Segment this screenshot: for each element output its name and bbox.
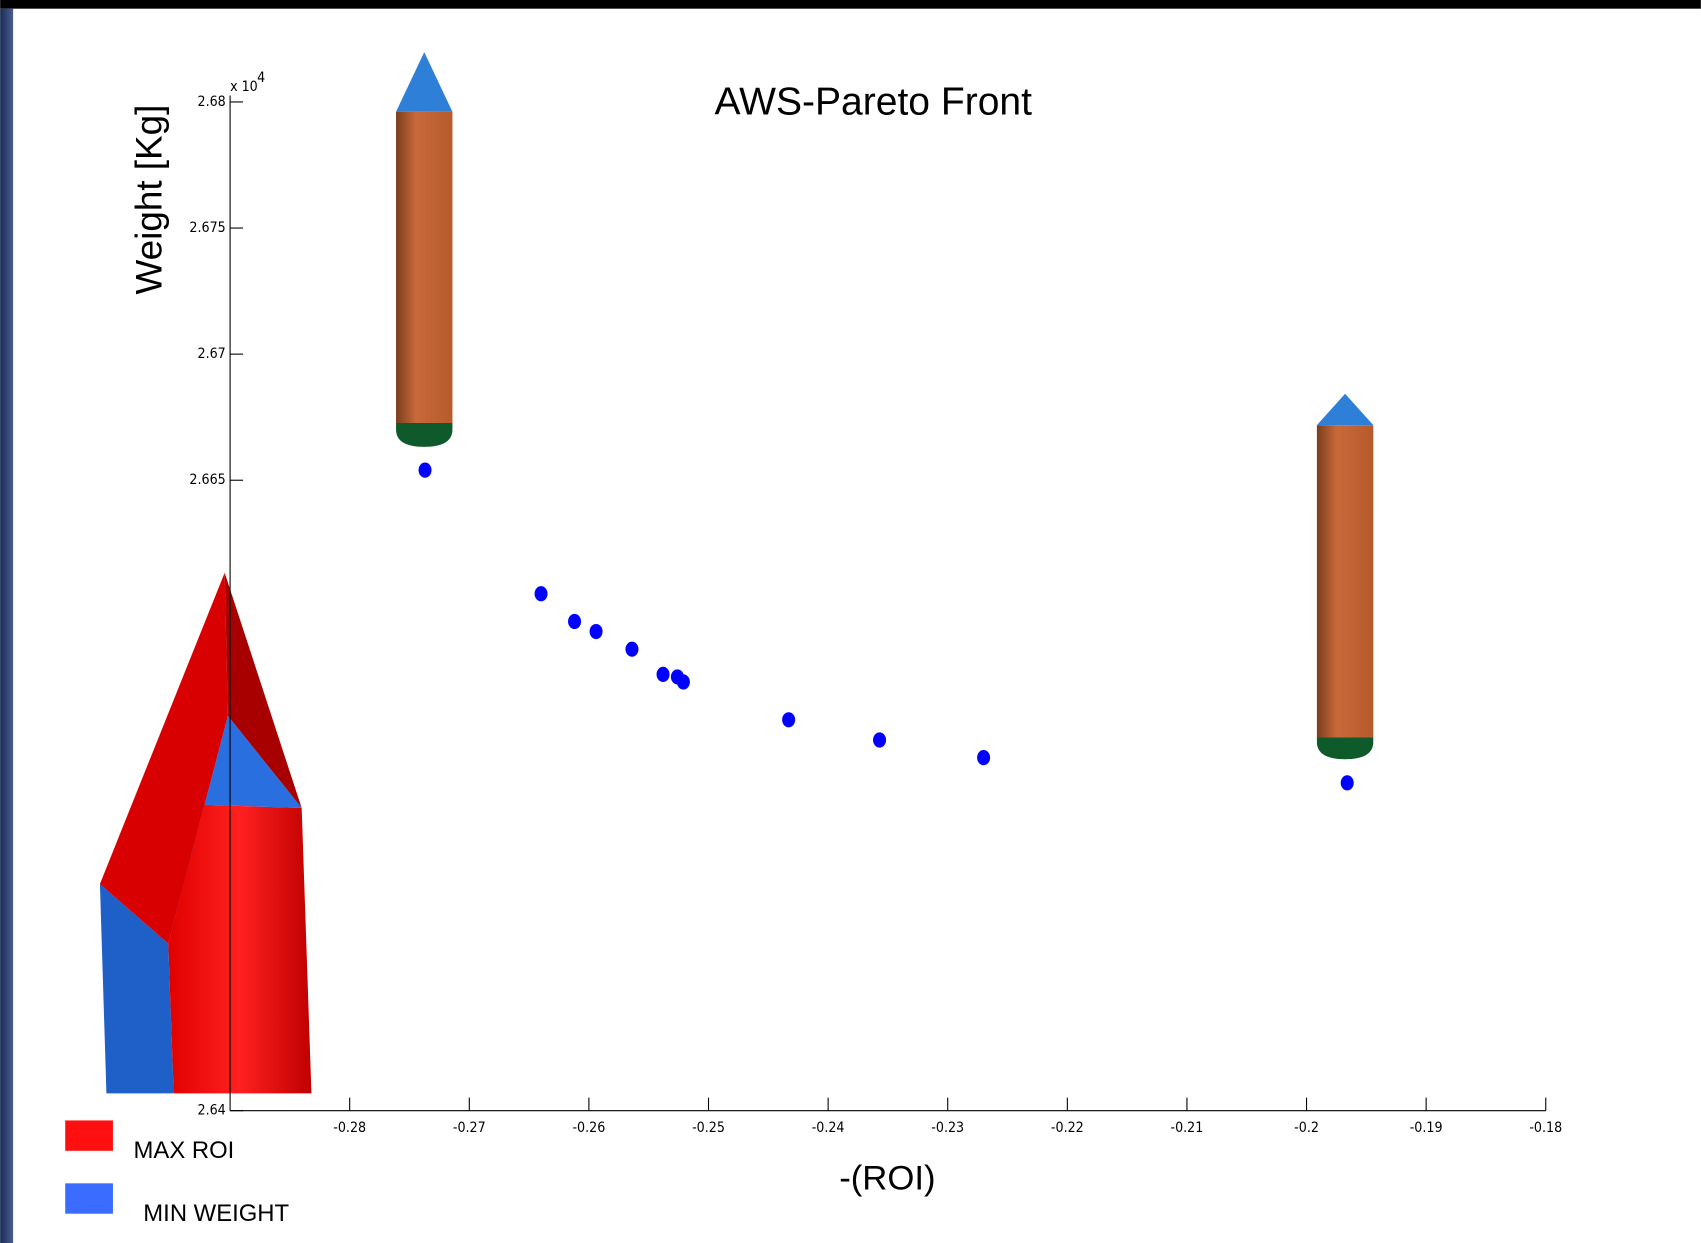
chart-title: AWS-Pareto Front (715, 80, 1033, 123)
legend-swatch (65, 1183, 113, 1214)
y-multiplier: x 10 (230, 79, 258, 95)
data-point (568, 613, 582, 630)
data-point (873, 732, 887, 748)
x-tick-label: -0.23 (931, 1120, 964, 1136)
rocket-illustration (396, 52, 1374, 760)
max-roi-illustration (99, 572, 312, 1094)
y-tick-label: 2.64 (198, 1103, 226, 1119)
data-point (782, 712, 796, 728)
legend-swatch (65, 1120, 113, 1151)
data-point (1340, 775, 1354, 791)
data-point (676, 674, 690, 690)
y-tick-label: 2.675 (189, 220, 225, 236)
x-tick-label: -0.28 (333, 1120, 366, 1136)
x-tick-label: -0.22 (1051, 1120, 1084, 1136)
data-point (656, 666, 670, 682)
data-point (977, 750, 991, 766)
legend-label: MAX ROI (134, 1137, 235, 1164)
legend-label: MIN WEIGHT (143, 1200, 289, 1227)
y-multiplier-exponent: 4 (257, 70, 265, 86)
data-point (589, 623, 603, 640)
data-point (625, 641, 639, 657)
left-border (0, 8, 14, 1243)
data-point (418, 462, 432, 478)
x-tick-label: -0.26 (572, 1120, 605, 1136)
x-tick-label: -0.27 (453, 1120, 486, 1136)
x-tick-label: -0.19 (1410, 1120, 1443, 1136)
y-axis-label: Weight [Kg] (129, 105, 170, 295)
x-tick-label: -0.24 (812, 1120, 845, 1136)
x-tick-label: -0.18 (1529, 1120, 1562, 1136)
y-tick-label: 2.68 (198, 94, 226, 110)
x-tick-label: -0.21 (1171, 1120, 1204, 1136)
x-axis-label: -(ROI) (839, 1159, 935, 1197)
data-point (534, 586, 548, 602)
y-tick-label: 2.67 (198, 346, 226, 362)
y-tick-label: 2.665 (189, 472, 225, 488)
x-tick-label: -0.25 (692, 1120, 725, 1136)
top-border (0, 0, 1701, 9)
x-tick-label: -0.2 (1294, 1120, 1319, 1136)
